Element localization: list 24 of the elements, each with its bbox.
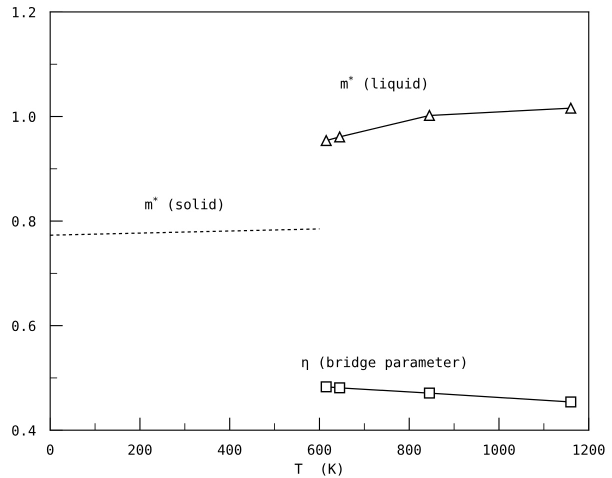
point	[334, 131, 346, 142]
x-tick-label: 600	[308, 444, 332, 455]
point	[320, 381, 332, 392]
y-tick-label: 0.4	[12, 425, 36, 436]
x-tick-label: 800	[398, 444, 421, 455]
x-tick-label: 0	[46, 444, 54, 455]
x-tick-label: 1000	[484, 444, 515, 455]
text: m$^{*}$ (solid)	[145, 196, 222, 212]
x-tick-label: 1200	[574, 444, 605, 455]
x-tick-label: 200	[128, 444, 152, 455]
x-tick-label: 400	[218, 444, 242, 455]
point	[565, 396, 576, 408]
point	[565, 102, 576, 114]
y-tick-label: 0.8	[12, 216, 36, 227]
y-tick-label: 1.0	[12, 112, 36, 122]
point	[334, 382, 346, 394]
point	[424, 388, 435, 399]
point	[424, 110, 435, 122]
y-tick-label: 0.6	[12, 320, 36, 332]
y-tick-label: 1.2	[12, 6, 36, 18]
text: m$^{*}$ (liquid)	[340, 76, 426, 92]
point	[320, 135, 332, 146]
series-label: η (bridge parameter)	[302, 356, 466, 370]
x-axis-title: T (K)	[294, 463, 342, 476]
